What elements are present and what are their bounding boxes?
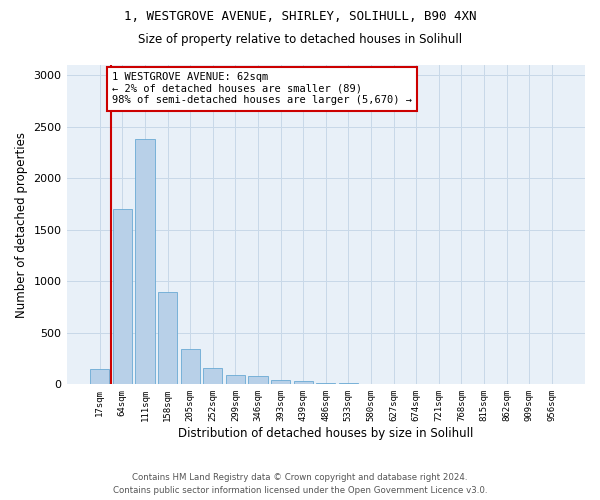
X-axis label: Distribution of detached houses by size in Solihull: Distribution of detached houses by size … bbox=[178, 427, 473, 440]
Bar bbox=[136, 139, 155, 384]
Bar bbox=[203, 368, 223, 384]
Y-axis label: Number of detached properties: Number of detached properties bbox=[15, 132, 28, 318]
Bar bbox=[226, 375, 245, 384]
Bar bbox=[181, 350, 200, 384]
Text: 1, WESTGROVE AVENUE, SHIRLEY, SOLIHULL, B90 4XN: 1, WESTGROVE AVENUE, SHIRLEY, SOLIHULL, … bbox=[124, 10, 476, 23]
Bar bbox=[113, 209, 132, 384]
Bar bbox=[271, 380, 290, 384]
Bar bbox=[293, 381, 313, 384]
Text: Size of property relative to detached houses in Solihull: Size of property relative to detached ho… bbox=[138, 32, 462, 46]
Bar bbox=[316, 383, 335, 384]
Text: 1 WESTGROVE AVENUE: 62sqm
← 2% of detached houses are smaller (89)
98% of semi-d: 1 WESTGROVE AVENUE: 62sqm ← 2% of detach… bbox=[112, 72, 412, 106]
Bar bbox=[248, 376, 268, 384]
Bar bbox=[90, 369, 109, 384]
Text: Contains HM Land Registry data © Crown copyright and database right 2024.
Contai: Contains HM Land Registry data © Crown c… bbox=[113, 474, 487, 495]
Bar bbox=[158, 292, 177, 384]
